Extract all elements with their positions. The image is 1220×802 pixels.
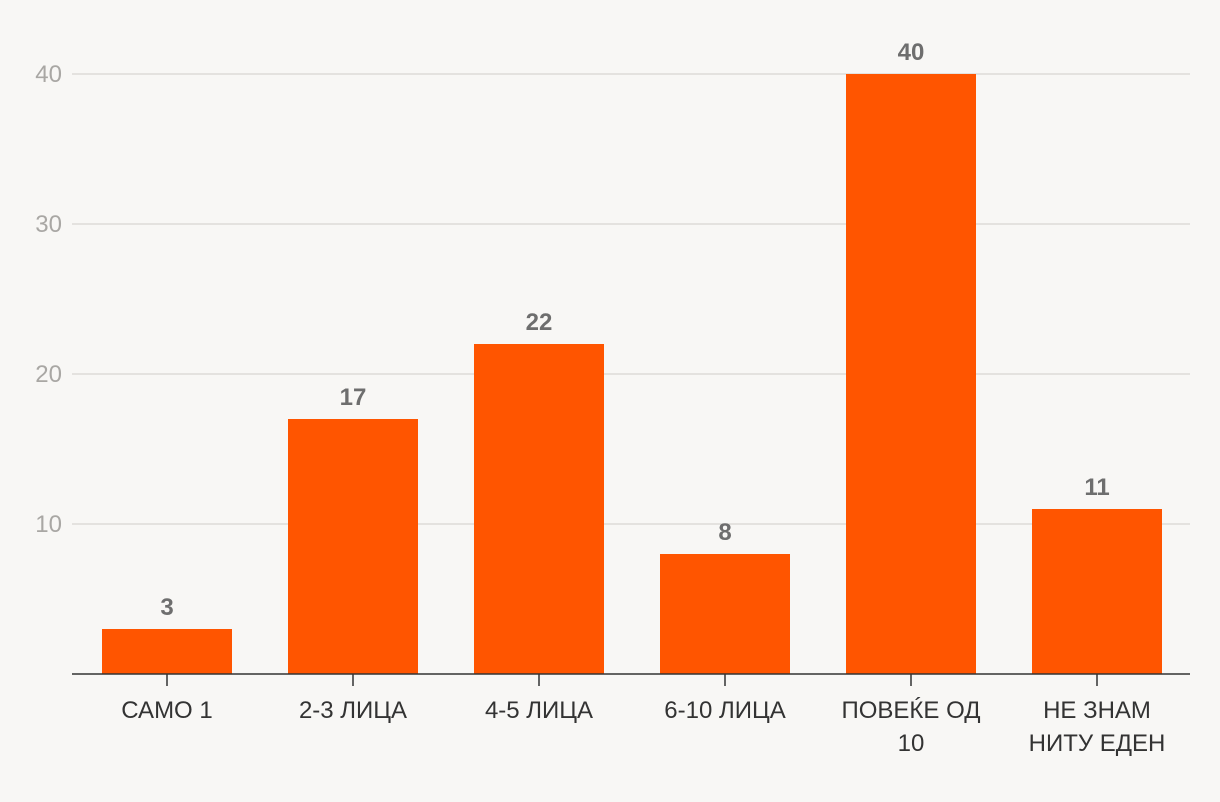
y-tick-label: 40 <box>35 61 62 88</box>
x-tick-label: САМО 1 <box>121 697 213 724</box>
y-tick-label: 30 <box>35 211 62 238</box>
x-tick-label: НЕ ЗНАМ НИТУ ЕДЕН <box>1029 697 1166 757</box>
bar <box>474 344 604 674</box>
bar <box>1032 509 1162 674</box>
x-tick-label: ПОВЕЌЕ ОД 10 <box>842 697 981 757</box>
y-tick-label: 20 <box>35 361 62 388</box>
y-tick-label: 10 <box>35 511 62 538</box>
data-label: 17 <box>340 384 367 411</box>
bar <box>660 554 790 674</box>
data-labels: 3 17 22 8 40 11 <box>160 39 1109 621</box>
x-tick-label: 4-5 ЛИЦА <box>485 697 593 724</box>
data-label: 22 <box>526 309 553 336</box>
axes: 10 20 30 40 САМО 1 2-3 ЛИЦА 4-5 ЛИЦА 6-10 ЛИЦА П… <box>35 61 1190 757</box>
bar <box>846 74 976 674</box>
data-label: 3 <box>160 594 173 621</box>
x-tick-label: 6-10 ЛИЦА <box>664 697 785 724</box>
data-label: 40 <box>898 39 925 66</box>
bar <box>102 629 232 674</box>
gridlines <box>72 73 1190 525</box>
x-tick-label: 2-3 ЛИЦА <box>299 697 407 724</box>
data-label: 11 <box>1084 474 1109 501</box>
bars <box>102 74 1162 674</box>
data-label: 8 <box>718 519 731 546</box>
bar <box>288 419 418 674</box>
